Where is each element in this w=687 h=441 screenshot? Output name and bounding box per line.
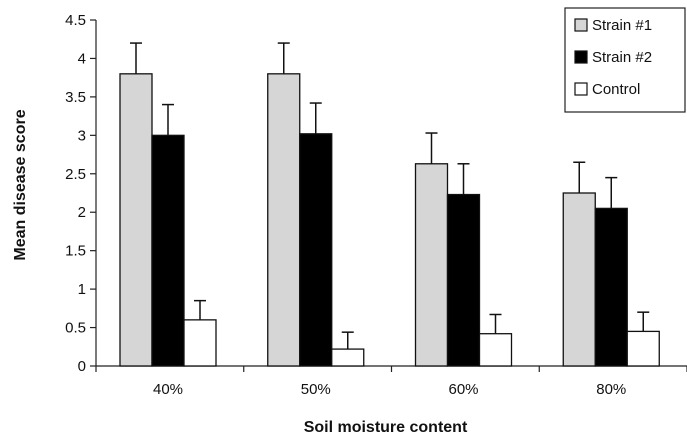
bar (562, 192, 596, 367)
bar (299, 133, 333, 367)
legend: Strain #1 Strain #2 Control (564, 7, 686, 113)
bar (594, 207, 628, 367)
x-tick-label: 60% (448, 381, 478, 398)
bar (267, 73, 301, 367)
y-tick-label: 3 (78, 127, 86, 144)
y-tick-label: 1 (78, 281, 86, 298)
bar (414, 163, 449, 367)
y-axis-title: Mean disease score (12, 109, 29, 260)
bar (151, 134, 185, 367)
legend-label: Control (592, 81, 640, 98)
y-tick-label: 4.5 (65, 12, 86, 29)
y-tick-label: 2.5 (65, 166, 86, 183)
bar (119, 73, 153, 367)
y-tick-label: 2 (78, 204, 86, 221)
legend-label: Strain #1 (592, 17, 652, 34)
bar (331, 348, 365, 367)
bar (478, 333, 513, 367)
y-tick-label: 0.5 (65, 320, 86, 337)
bar (626, 330, 660, 367)
x-tick-label: 50% (301, 381, 331, 398)
legend-swatch (574, 18, 588, 32)
bars-group (119, 42, 660, 367)
x-axis: 40% 50% 60% 80% (95, 365, 687, 398)
x-axis-title: Soil moisture content (304, 419, 468, 436)
x-tick-label: 40% (153, 381, 183, 398)
y-tick-label: 0 (78, 358, 86, 375)
y-tick-label: 3.5 (65, 89, 86, 106)
legend-label: Strain #2 (592, 49, 652, 66)
bar (183, 319, 217, 367)
y-axis: 0 0.5 1 1.5 2 2.5 3 3.5 4 4.5 (65, 12, 97, 375)
y-tick-label: 4 (78, 50, 86, 67)
y-tick-label: 1.5 (65, 243, 86, 260)
legend-swatch (574, 82, 588, 96)
bar (446, 193, 481, 367)
x-tick-label: 80% (596, 381, 626, 398)
legend-swatch (574, 50, 588, 64)
